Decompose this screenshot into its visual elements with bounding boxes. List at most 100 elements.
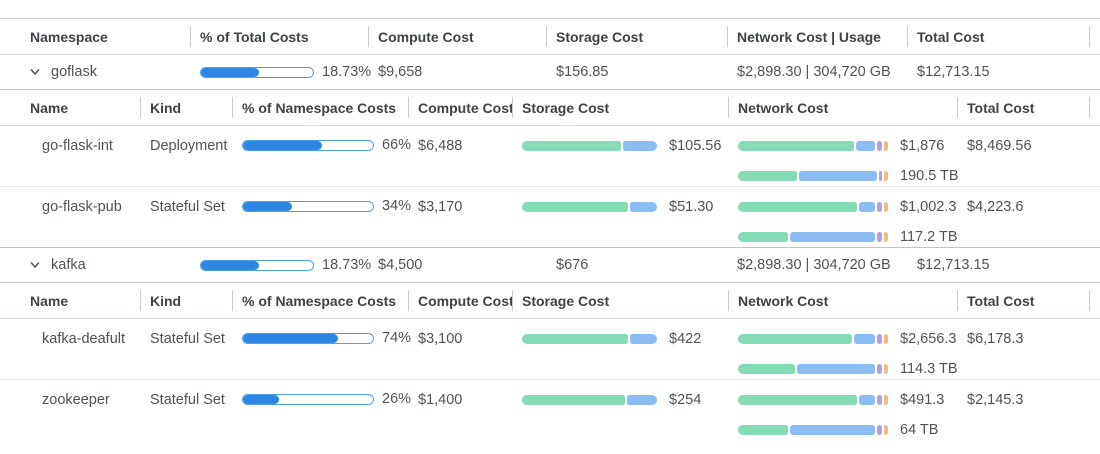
namespace-name-cell: kafka — [0, 257, 190, 273]
workload-name: zookeeper — [42, 392, 110, 408]
workload-kind: Stateful Set — [150, 392, 225, 408]
progress-fill — [201, 260, 260, 270]
bar-segment — [623, 141, 657, 151]
compute-cost-value: $4,500 — [378, 257, 423, 273]
bar-segment — [854, 334, 875, 344]
network-cost-bar — [738, 395, 888, 405]
progress-fill — [201, 67, 260, 77]
column-header-storage-cost: Storage Cost — [512, 283, 728, 318]
pct-total-costs-cell: 18.73% — [190, 64, 372, 80]
chevron-down-icon[interactable] — [28, 258, 42, 272]
bar-segment — [883, 425, 888, 435]
progress-bar — [200, 66, 314, 78]
bar-segment — [738, 202, 857, 212]
namespace-name: goflask — [51, 64, 97, 80]
total-cost-value: $4,223.6 — [967, 199, 1024, 215]
storage-cost-value: $51.30 — [669, 199, 714, 215]
bar-segment — [855, 141, 875, 151]
total-cost-value: $12,713.15 — [917, 257, 990, 273]
bar-segment — [858, 202, 875, 212]
bar-segment — [798, 171, 877, 181]
network-usage-line: 114.3 TB — [738, 361, 958, 377]
bar-segment — [883, 334, 888, 344]
pct-namespace-costs-value: 34% — [382, 198, 412, 214]
column-header-kind: Kind — [140, 90, 232, 125]
column-header-total-cost: Total Cost — [957, 283, 1100, 318]
network-usage-line: 64 TB — [738, 422, 957, 438]
compute-cost-value: $3,100 — [418, 331, 463, 347]
bar-segment — [796, 364, 876, 374]
network-cost-line: $1,002.3 — [738, 199, 957, 215]
network-usage-value: 190.5 TB — [900, 168, 959, 184]
network-cost-line: $2,656.3 — [738, 331, 957, 347]
column-header-pct-total-costs: % of Total Costs — [190, 19, 368, 54]
workload-name: kafka-deafult — [42, 331, 126, 347]
pct-namespace-costs-cell: 66% — [232, 126, 412, 153]
network-cost-value: $1,002.3 — [900, 199, 957, 215]
bar-segment — [877, 202, 882, 212]
bar-segment — [877, 141, 882, 151]
bar-segment — [627, 395, 657, 405]
pct-namespace-costs-value: 26% — [382, 391, 412, 407]
pct-namespace-costs-cell: 74% — [232, 319, 411, 346]
column-header-compute-cost: Compute Cost — [368, 19, 546, 54]
namespace-name-cell: goflask — [0, 64, 190, 80]
bar-segment — [630, 334, 657, 344]
bar-segment — [877, 334, 882, 344]
column-header-name: Name — [30, 292, 69, 309]
progress-bar — [242, 332, 374, 344]
pct-namespace-costs-value: 66% — [382, 137, 412, 153]
column-header-network-cost-usage: Network Cost | Usage — [727, 19, 907, 54]
total-cost-value: $12,713.15 — [917, 64, 990, 80]
subtable-header: Name Kind % of Namespace Costs Compute C… — [0, 283, 1100, 319]
bar-segment — [738, 425, 789, 435]
progress-fill — [243, 394, 280, 404]
subtable-header: Name Kind % of Namespace Costs Compute C… — [0, 90, 1100, 126]
compute-cost-value: $1,400 — [418, 392, 463, 408]
network-usage-bar — [738, 364, 888, 374]
workload-row-go-flask-int: go-flask-int Deployment 66% $6,488 $105.… — [0, 126, 1100, 186]
progress-fill — [243, 333, 338, 343]
namespace-row-kafka[interactable]: kafka 18.73% $4,500 $676 $2,898.30 | 304… — [0, 248, 1100, 282]
chevron-down-icon[interactable] — [28, 65, 42, 79]
bar-segment — [738, 171, 797, 181]
bar-segment — [883, 364, 888, 374]
bar-segment — [883, 141, 888, 151]
bar-segment — [790, 232, 876, 242]
column-header-compute-cost: Compute Cost — [408, 283, 512, 318]
column-header-name: Name — [30, 99, 69, 116]
namespace-row-goflask[interactable]: goflask 18.73% $9,658 $156.85 $2,898.30 … — [0, 55, 1100, 89]
column-header-kind: Kind — [140, 283, 232, 318]
total-cost-value: $6,178.3 — [967, 331, 1024, 347]
network-usage-bar — [738, 232, 888, 242]
total-cost-value: $8,469.56 — [967, 138, 1032, 154]
bar-segment — [883, 171, 888, 181]
network-cost-value: $2,656.3 — [900, 331, 957, 347]
network-cost-bar — [738, 334, 888, 344]
bar-segment — [858, 395, 875, 405]
compute-cost-value: $3,170 — [418, 199, 463, 215]
column-header-namespace: Namespace — [30, 28, 108, 45]
network-cost-bar — [738, 202, 888, 212]
workload-name: go-flask-int — [42, 138, 113, 154]
workload-kind: Deployment — [150, 138, 228, 154]
pct-total-costs-value: 18.73% — [322, 257, 372, 273]
network-cost-cell: $1,002.3 117.2 TB — [728, 187, 958, 245]
bar-segment — [630, 202, 657, 212]
storage-cost-bar — [522, 141, 657, 151]
column-header-total-cost: Total Cost — [907, 19, 1100, 54]
column-header-network-cost: Network Cost — [728, 90, 957, 125]
bar-segment — [738, 395, 857, 405]
storage-cost-value: $422 — [669, 331, 702, 347]
pct-total-costs-value: 18.73% — [322, 64, 372, 80]
namespace-group-goflask: goflask 18.73% $9,658 $156.85 $2,898.30 … — [0, 55, 1100, 248]
network-usage-bar — [738, 425, 888, 435]
bar-segment — [738, 364, 795, 374]
table-header: Namespace % of Total Costs Compute Cost … — [0, 19, 1100, 55]
storage-cost-cell: $105.56 — [512, 126, 728, 154]
progress-fill — [243, 201, 293, 211]
storage-cost-bar — [522, 334, 657, 344]
total-cost-value: $2,145.3 — [967, 392, 1024, 408]
bar-segment — [738, 334, 852, 344]
bar-segment — [877, 395, 882, 405]
